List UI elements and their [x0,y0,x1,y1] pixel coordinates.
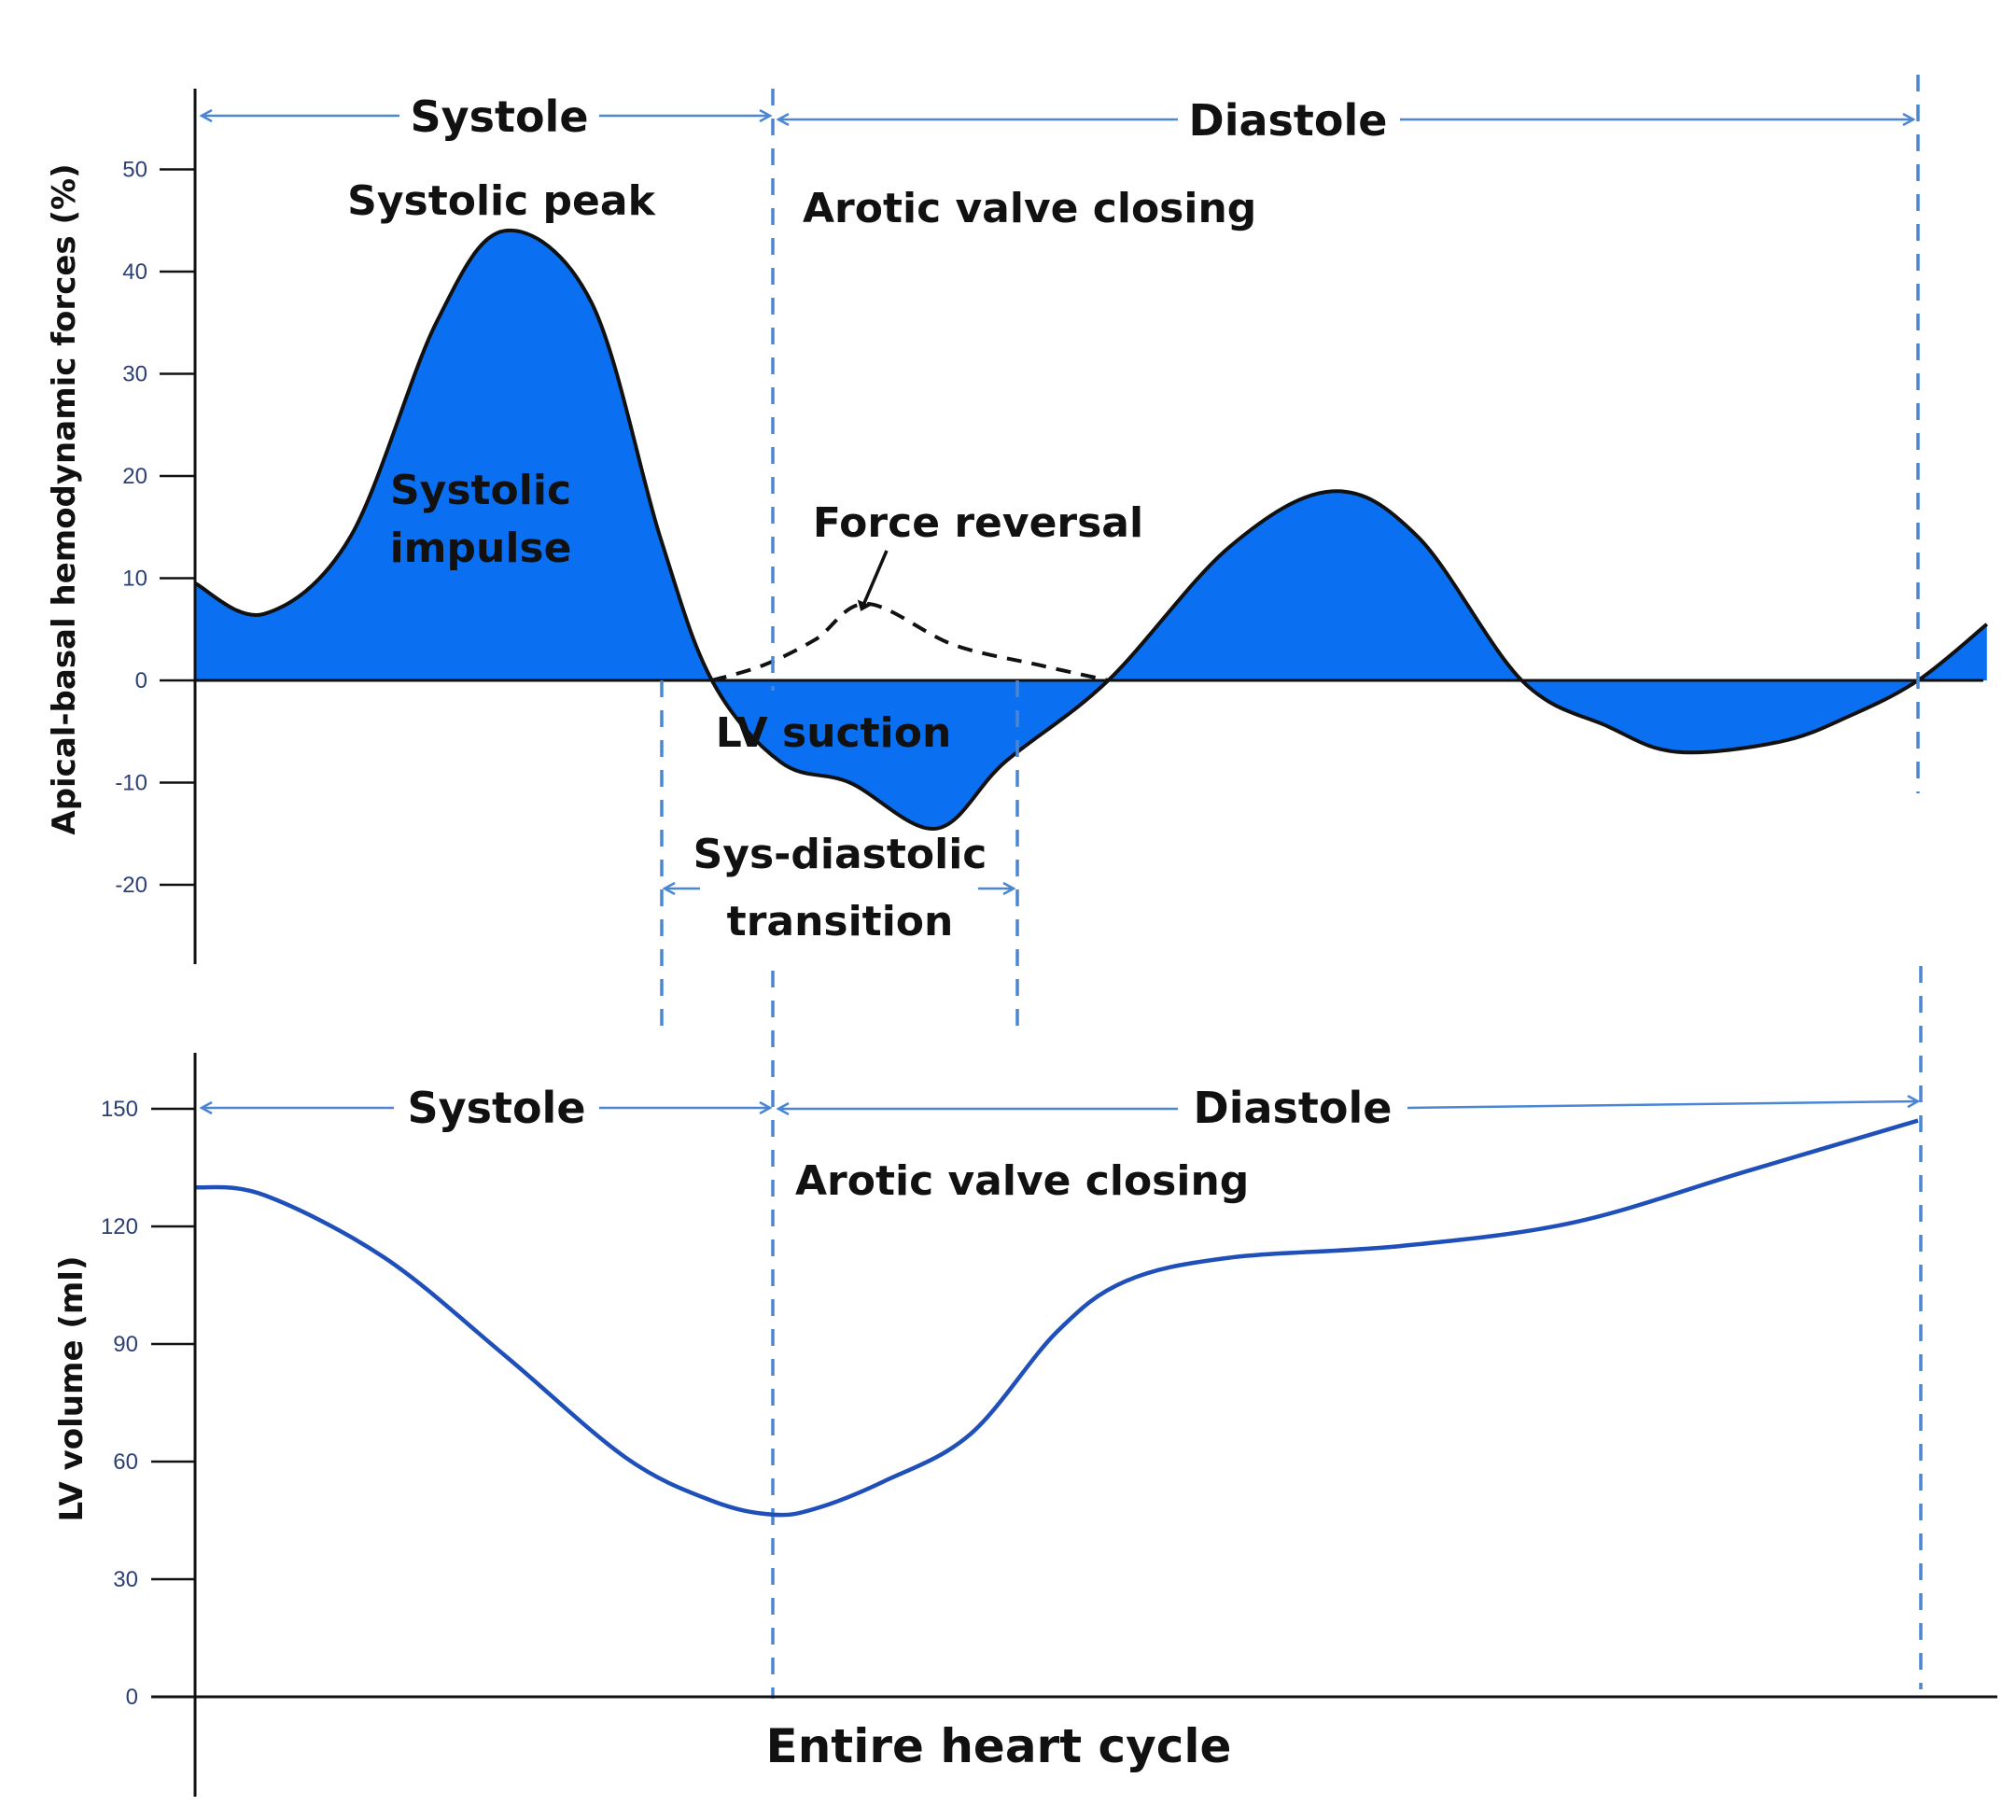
lv-volume-line [194,1118,1919,1518]
forces-y-ticks: 50 40 30 20 10 0 -10 -20 [115,158,195,898]
force-reversal-pointer [857,550,889,611]
diastole-label: Diastole [1189,95,1388,146]
systolic-impulse-label-line2: impulse [390,525,572,572]
sys-diastolic-label-line2: transition [727,898,954,945]
forces-y-tick-label: -20 [115,873,147,898]
force-reversal-label: Force reversal [813,499,1143,547]
systole-label-lower: Systole [407,1083,585,1133]
forces-y-tick-label: 50 [122,158,147,183]
forces-y-tick-label: 10 [122,567,147,592]
forces-y-tick-label: -10 [115,771,147,796]
x-axis-title: Entire heart cycle [766,1719,1232,1773]
volume-y-tick-label: 150 [101,1097,138,1122]
forces-y-tick-label: 20 [122,464,147,489]
forces-y-tick-label: 0 [135,668,147,693]
volume-y-tick-label: 120 [101,1214,138,1239]
forces-y-tick-label: 40 [122,259,147,285]
forces-series-lines [194,228,1989,831]
volume-y-axis-title: LV volume (ml) [53,1256,91,1522]
forces-y-tick-label: 30 [122,362,147,387]
forces-series-line [194,228,1989,831]
volume-y-tick-label: 60 [113,1449,138,1475]
lv-volume-series-line [194,1118,1919,1518]
sys-diastolic-label-line1: Sys-diastolic [693,831,987,878]
diastole-label-lower: Diastole [1194,1083,1393,1133]
systolic-peak-label: Systolic peak [347,177,656,225]
volume-y-tick-label: 90 [113,1332,138,1357]
systolic-impulse-label-line1: Systolic [390,467,571,514]
force-reversal-dashed-line [711,601,1109,682]
forces-y-axis-title: Apical-basal hemodynamic forces (%) [46,163,83,834]
volume-y-ticks: 150 120 90 60 30 0 [101,1097,195,1710]
lv-volume-chart: 150 120 90 60 30 0 Systole Diastole Arotic va… [53,966,1997,1797]
hemodynamic-forces-chart: 50 40 30 20 10 0 -10 -20 Systole Diastole Systo… [46,75,1989,1027]
lv-suction-label: LV suction [716,709,952,757]
aortic-valve-closing-label-bottom: Arotic valve closing [795,1157,1249,1205]
diastole-arrow-right-lower [1407,1101,1918,1110]
volume-y-tick-label: 0 [126,1685,138,1710]
aortic-valve-closing-label-top: Arotic valve closing [803,185,1256,232]
systole-label: Systole [410,91,588,142]
volume-y-tick-label: 30 [113,1567,138,1592]
